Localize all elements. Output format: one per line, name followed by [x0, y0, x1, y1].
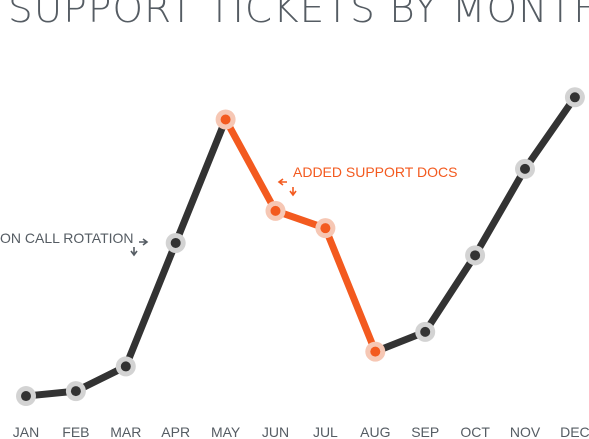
- data-point-dec: [564, 87, 585, 108]
- series-points: [16, 87, 585, 407]
- marker-dot: [569, 92, 580, 103]
- annotations: ON CALL ROTATION ADDED SUPPORT DOCS: [0, 164, 457, 257]
- marker-dot: [470, 250, 481, 261]
- data-point-mar: [115, 356, 136, 377]
- marker-dot: [170, 237, 181, 248]
- x-tick-label-dec: DEC: [560, 424, 589, 439]
- marker-dot: [520, 163, 530, 174]
- marker-dot: [270, 205, 281, 216]
- line-segment-jul-aug: [321, 224, 379, 356]
- data-point-nov: [515, 158, 535, 179]
- line-segment-sep-oct: [421, 251, 479, 336]
- x-tick-label-aug: AUG: [360, 424, 390, 439]
- arrow-left-icon: [277, 178, 287, 186]
- line-segment-oct-nov: [471, 165, 529, 259]
- marker-dot: [21, 391, 31, 402]
- arrow-right-icon: [139, 238, 149, 246]
- marker-dot: [220, 114, 231, 125]
- x-tick-label-oct: OCT: [460, 424, 490, 439]
- line-segment-may-jun: [222, 116, 279, 215]
- data-point-may: [215, 109, 236, 130]
- line-segment-mar-apr: [122, 239, 180, 370]
- data-point-jun: [265, 200, 286, 221]
- marker-dot: [120, 361, 131, 372]
- annotation-on-call-rotation: ON CALL ROTATION: [0, 230, 134, 246]
- data-point-sep: [415, 321, 436, 342]
- marker-dot: [70, 386, 81, 397]
- annotation-added-support-docs: ADDED SUPPORT DOCS: [293, 164, 457, 180]
- data-point-apr: [165, 232, 186, 253]
- marker-dot: [320, 223, 331, 234]
- series-line: [22, 93, 579, 400]
- x-tick-label-feb: FEB: [62, 424, 89, 439]
- data-point-feb: [65, 381, 86, 402]
- data-point-oct: [465, 245, 486, 266]
- arrow-down-icon: [130, 247, 138, 257]
- x-tick-label-apr: APR: [161, 424, 190, 439]
- x-tick-label-nov: NOV: [510, 424, 541, 439]
- line-segment-nov-dec: [521, 93, 579, 173]
- data-point-jul: [315, 218, 336, 239]
- marker-dot: [370, 346, 381, 357]
- marker-dot: [420, 326, 431, 337]
- line-segment-apr-may: [172, 116, 230, 247]
- x-tick-label-jan: JAN: [13, 424, 39, 439]
- chart-title: SUPPORT TICKETS BY MONTH: [8, 0, 589, 32]
- data-point-aug: [365, 341, 386, 362]
- x-tick-label-may: MAY: [211, 424, 241, 439]
- x-axis: JAN FEB MAR APR MAY JUN JUL AUG SEP OCT NOV DEC: [13, 424, 589, 439]
- data-point-jan: [16, 386, 36, 407]
- x-tick-label-jun: JUN: [262, 424, 289, 439]
- arrow-down-icon: [289, 187, 297, 197]
- x-tick-label-mar: MAR: [110, 424, 141, 439]
- x-tick-label-jul: JUL: [313, 424, 338, 439]
- x-tick-label-sep: SEP: [411, 424, 439, 439]
